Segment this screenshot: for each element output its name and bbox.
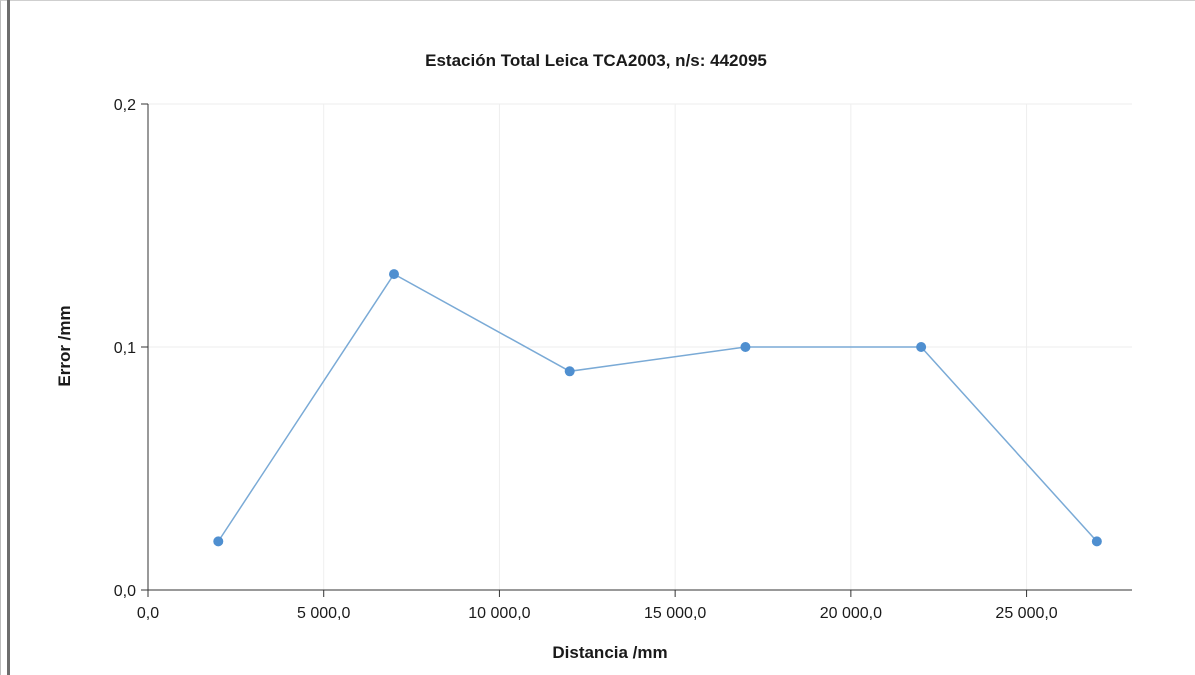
x-tick-label: 0,0 xyxy=(137,605,159,622)
x-tick-label: 5 000,0 xyxy=(297,605,350,622)
data-point xyxy=(564,366,575,377)
data-point xyxy=(1091,536,1102,547)
y-tick-label: 0,2 xyxy=(114,97,136,114)
series-layer xyxy=(213,269,1102,547)
data-point xyxy=(389,269,399,280)
grid-lines xyxy=(148,103,1132,590)
x-axis-label: Distancia /mm xyxy=(552,643,667,662)
tick-labels: 0,0 0,1 0,2 0,0 5 000,0 10 000,0 15 000,0 20 00… xyxy=(114,97,1058,622)
chart-title: Estación Total Leica TCA2003, n/s: 44209… xyxy=(425,51,767,70)
y-axis-label: Error /mm xyxy=(55,305,74,386)
x-tick-label: 20 000,0 xyxy=(820,605,882,622)
y-tick-label: 0,1 xyxy=(114,340,136,357)
x-tick-label: 25 000,0 xyxy=(995,605,1057,622)
data-point xyxy=(213,536,224,547)
y-tick-label: 0,0 xyxy=(114,583,136,600)
data-point xyxy=(916,342,927,352)
window-left-edge xyxy=(7,0,10,675)
series-line xyxy=(217,273,1098,542)
axes xyxy=(141,103,1132,597)
x-tick-label: 10 000,0 xyxy=(468,605,530,622)
data-point xyxy=(740,342,751,352)
x-tick-label: 15 000,0 xyxy=(644,605,706,622)
